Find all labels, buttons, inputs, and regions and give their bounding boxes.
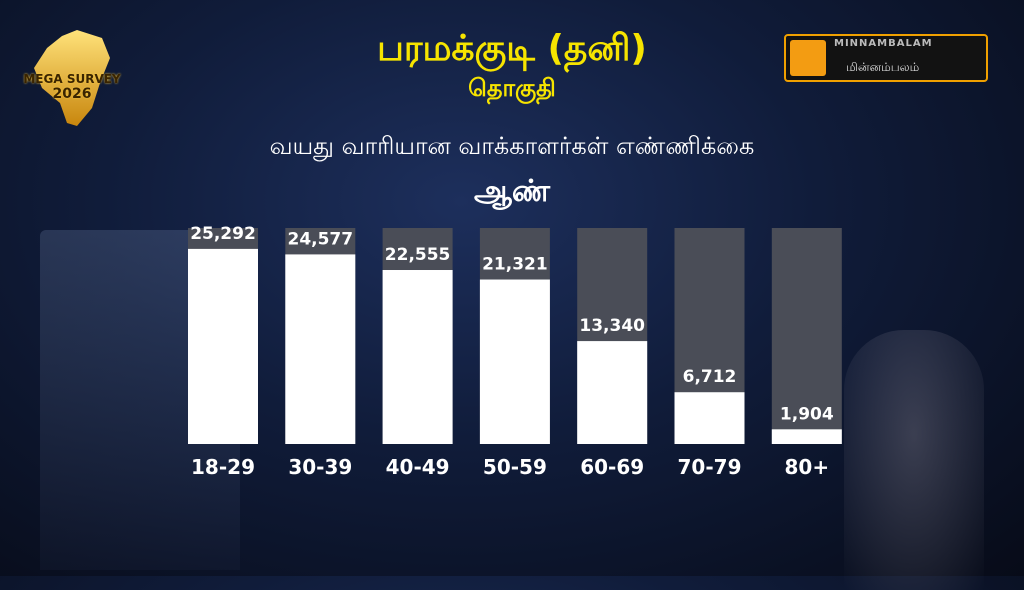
- page-title: பரமக்குடி (தனி): [377, 28, 647, 69]
- bar-60-69: [577, 341, 648, 444]
- brand-name-en: MINNAMBALAM: [834, 38, 933, 49]
- brand-logo: MINNAMBALAM மின்னம்பலம்: [784, 34, 988, 82]
- category-label: 18-29: [191, 455, 255, 479]
- value-label: 22,555: [385, 245, 451, 265]
- bar-70-79: [674, 392, 745, 444]
- logo-line2: 2026: [52, 86, 92, 102]
- page-subtitle: தொகுதி: [468, 74, 556, 102]
- brand-mark-icon: [790, 40, 826, 76]
- bar-30-39: [285, 254, 356, 444]
- value-label: 1,904: [780, 404, 834, 424]
- value-label: 24,577: [287, 229, 353, 249]
- value-label: 25,292: [190, 224, 256, 244]
- category-label: 60-69: [580, 455, 644, 479]
- value-label: 13,340: [579, 316, 645, 336]
- value-label: 6,712: [683, 367, 737, 387]
- value-label: 21,321: [482, 255, 548, 275]
- category-label: 50-59: [483, 455, 547, 479]
- gender-label: ஆண்: [473, 174, 551, 209]
- chart-heading: வயது வாரியான வாக்காளர்கள் எண்ணிக்கை: [269, 132, 755, 160]
- category-label: 80+: [785, 455, 830, 479]
- bar-80+: [771, 429, 842, 444]
- background-hand: [844, 330, 984, 590]
- brand-name-ta: மின்னம்பலம்: [846, 60, 920, 74]
- mega-survey-logo: MEGA SURVEY 2026: [22, 28, 122, 128]
- bar-18-29: [188, 248, 258, 444]
- bar-track: [771, 228, 842, 444]
- bar-40-49: [382, 270, 453, 444]
- bar-chart: 25,292 18-29 24,577 30-39 22,555 40-49 21,321 5…: [188, 224, 842, 479]
- logo-line1: MEGA SURVEY: [23, 72, 121, 86]
- trophy-map-icon: [34, 30, 110, 126]
- category-label: 40-49: [386, 455, 450, 479]
- bar-50-59: [479, 279, 550, 444]
- category-label: 30-39: [288, 455, 352, 479]
- category-label: 70-79: [678, 455, 742, 479]
